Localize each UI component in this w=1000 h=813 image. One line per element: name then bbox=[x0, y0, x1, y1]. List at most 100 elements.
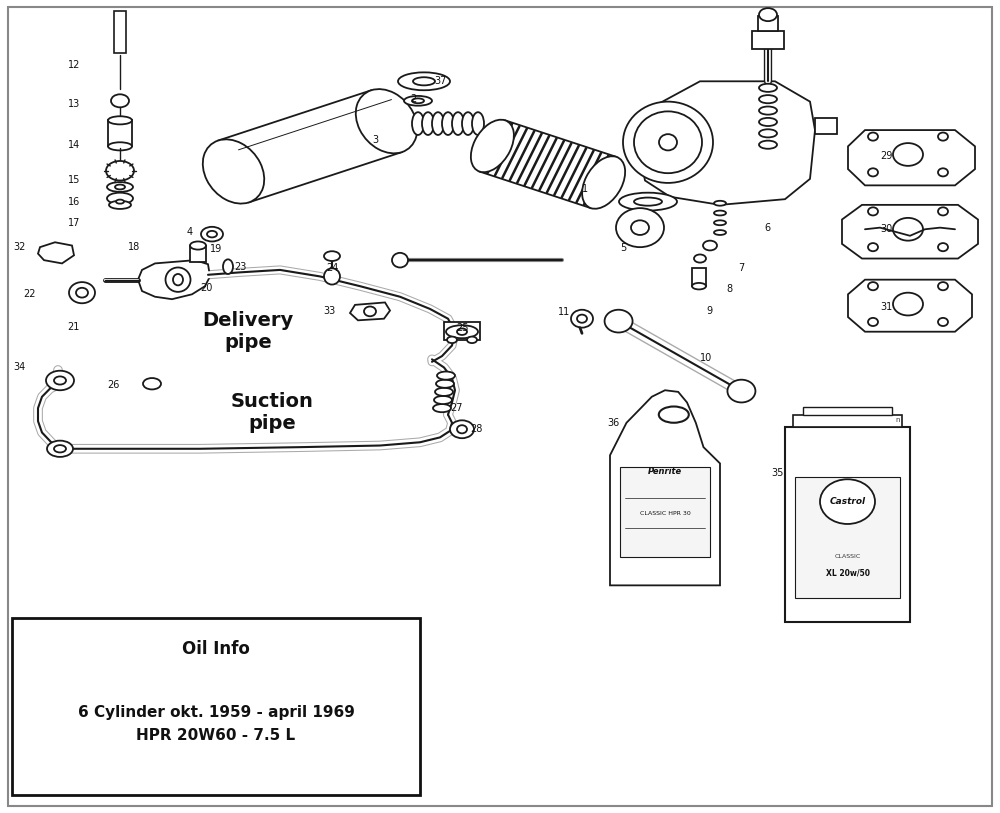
Text: XL 20w/50: XL 20w/50 bbox=[826, 568, 870, 578]
Ellipse shape bbox=[190, 241, 206, 250]
Text: 23: 23 bbox=[234, 262, 246, 272]
Ellipse shape bbox=[107, 182, 133, 192]
Text: 15: 15 bbox=[68, 176, 80, 185]
Text: 21: 21 bbox=[68, 322, 80, 332]
Ellipse shape bbox=[115, 185, 125, 189]
Ellipse shape bbox=[412, 98, 424, 103]
Polygon shape bbox=[138, 260, 210, 299]
Ellipse shape bbox=[703, 241, 717, 250]
Ellipse shape bbox=[759, 8, 777, 21]
Ellipse shape bbox=[436, 380, 454, 388]
Text: Suction
pipe: Suction pipe bbox=[231, 392, 313, 433]
Text: 2: 2 bbox=[410, 94, 416, 104]
Ellipse shape bbox=[938, 243, 948, 251]
Ellipse shape bbox=[46, 371, 74, 390]
Ellipse shape bbox=[437, 372, 455, 380]
Ellipse shape bbox=[54, 446, 66, 452]
Text: Penrite: Penrite bbox=[648, 467, 682, 476]
Ellipse shape bbox=[447, 337, 457, 343]
Bar bbox=[12, 618, 420, 795]
Ellipse shape bbox=[868, 282, 878, 290]
Ellipse shape bbox=[462, 112, 474, 135]
Text: Delivery
pipe: Delivery pipe bbox=[202, 311, 294, 351]
Ellipse shape bbox=[143, 378, 161, 389]
Bar bbox=[793, 415, 902, 427]
Text: CLASSIC: CLASSIC bbox=[834, 554, 861, 559]
Bar bbox=[795, 476, 900, 598]
Polygon shape bbox=[640, 81, 815, 205]
Text: 33: 33 bbox=[324, 306, 336, 315]
Ellipse shape bbox=[759, 129, 777, 137]
Text: 9: 9 bbox=[706, 306, 712, 315]
Ellipse shape bbox=[938, 133, 948, 141]
Ellipse shape bbox=[623, 102, 713, 183]
Ellipse shape bbox=[868, 207, 878, 215]
Ellipse shape bbox=[404, 96, 432, 106]
Ellipse shape bbox=[109, 201, 131, 209]
Ellipse shape bbox=[434, 396, 452, 404]
Ellipse shape bbox=[938, 318, 948, 326]
Ellipse shape bbox=[412, 112, 424, 135]
Ellipse shape bbox=[76, 288, 88, 298]
Ellipse shape bbox=[714, 230, 726, 235]
Ellipse shape bbox=[714, 211, 726, 215]
Ellipse shape bbox=[868, 318, 878, 326]
Ellipse shape bbox=[108, 116, 132, 124]
Ellipse shape bbox=[392, 253, 408, 267]
Bar bbox=[785, 427, 910, 622]
Ellipse shape bbox=[107, 193, 133, 204]
Ellipse shape bbox=[659, 134, 677, 150]
Text: 16: 16 bbox=[68, 197, 80, 207]
Bar bbox=[815, 118, 837, 134]
Text: 32: 32 bbox=[14, 242, 26, 252]
Bar bbox=[114, 11, 126, 53]
Text: 25: 25 bbox=[456, 324, 468, 333]
Ellipse shape bbox=[356, 89, 417, 154]
Ellipse shape bbox=[433, 404, 451, 412]
Ellipse shape bbox=[467, 337, 477, 343]
Ellipse shape bbox=[616, 208, 664, 247]
Text: 28: 28 bbox=[470, 424, 482, 434]
Ellipse shape bbox=[446, 325, 478, 338]
Ellipse shape bbox=[69, 282, 95, 303]
Ellipse shape bbox=[659, 406, 689, 423]
Text: CLASSIC HPR 30: CLASSIC HPR 30 bbox=[640, 511, 690, 516]
Ellipse shape bbox=[54, 376, 66, 385]
Ellipse shape bbox=[759, 84, 777, 92]
Ellipse shape bbox=[868, 168, 878, 176]
Ellipse shape bbox=[759, 141, 777, 149]
Text: 29: 29 bbox=[880, 151, 892, 161]
Ellipse shape bbox=[893, 143, 923, 166]
Text: 10: 10 bbox=[700, 353, 712, 363]
Text: n: n bbox=[896, 417, 900, 424]
Text: 20: 20 bbox=[200, 283, 212, 293]
Text: 17: 17 bbox=[68, 218, 80, 228]
Ellipse shape bbox=[442, 112, 454, 135]
Ellipse shape bbox=[634, 198, 662, 206]
Ellipse shape bbox=[692, 283, 706, 289]
Ellipse shape bbox=[111, 94, 129, 107]
Ellipse shape bbox=[457, 328, 467, 335]
Ellipse shape bbox=[108, 142, 132, 150]
Ellipse shape bbox=[472, 112, 484, 135]
Bar bbox=[692, 268, 706, 286]
Ellipse shape bbox=[759, 95, 777, 103]
Ellipse shape bbox=[605, 310, 633, 333]
Ellipse shape bbox=[203, 139, 264, 203]
Ellipse shape bbox=[582, 156, 625, 209]
Text: 22: 22 bbox=[24, 289, 36, 299]
Ellipse shape bbox=[364, 307, 376, 316]
Text: 1: 1 bbox=[582, 184, 588, 193]
Text: 5: 5 bbox=[620, 243, 626, 253]
Text: Castrol: Castrol bbox=[829, 497, 866, 506]
Bar bbox=[752, 31, 784, 49]
Ellipse shape bbox=[452, 112, 464, 135]
Ellipse shape bbox=[398, 72, 450, 90]
Ellipse shape bbox=[938, 168, 948, 176]
Ellipse shape bbox=[571, 310, 593, 328]
Text: 18: 18 bbox=[128, 242, 140, 252]
Ellipse shape bbox=[432, 112, 444, 135]
Text: 37: 37 bbox=[434, 76, 446, 86]
Text: 11: 11 bbox=[558, 307, 570, 317]
Ellipse shape bbox=[471, 120, 514, 172]
